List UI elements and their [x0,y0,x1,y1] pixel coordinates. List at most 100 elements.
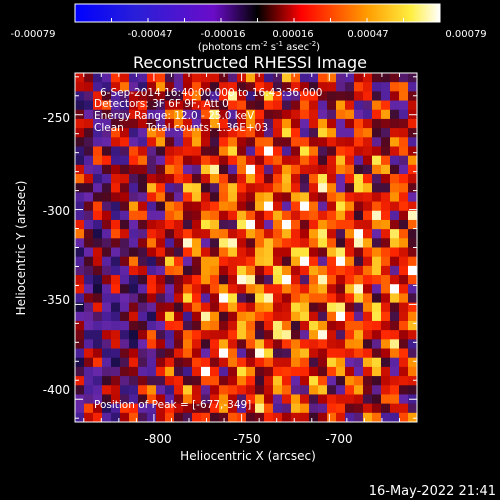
heatmap-cell [84,109,94,120]
heatmap-cell [147,155,157,166]
heatmap-cell [291,302,301,313]
info-peak-position: Position of Peak = [-677,-349] [94,399,251,411]
heatmap-cell [273,201,283,212]
heatmap-cell [174,247,184,258]
heatmap-cell [156,357,166,368]
heatmap-cell [291,183,301,193]
heatmap-cell [111,376,121,386]
heatmap-cell [111,174,121,184]
heatmap-cell [354,376,364,386]
heatmap-cell [102,394,112,405]
heatmap-cell [138,293,148,304]
heatmap-cell [237,146,247,157]
heatmap-cell [282,100,292,111]
heatmap-cell [75,385,85,395]
heatmap-cell [363,320,373,331]
heatmap-cell [219,320,229,331]
heatmap-cell [156,247,166,258]
heatmap-cell [309,118,319,129]
heatmap-cell [327,238,337,248]
heatmap-image [75,73,417,422]
heatmap-cell [156,192,166,203]
heatmap-cell [372,348,382,359]
heatmap-cell [390,357,400,368]
heatmap-cell [219,109,229,120]
heatmap-cell [273,91,283,102]
heatmap-cell [165,293,175,304]
heatmap-cell [381,155,391,166]
heatmap-cell [309,82,319,92]
heatmap-cell [273,385,283,395]
heatmap-cell [75,118,85,129]
heatmap-cell [327,73,337,83]
heatmap-cell [237,403,247,414]
heatmap-cell [246,275,256,285]
heatmap-cell [300,219,310,230]
heatmap-cell [84,366,94,377]
heatmap-cell [219,302,229,313]
heatmap-cell [156,183,166,193]
heatmap-cell [318,73,328,83]
heatmap-cell [273,284,283,294]
heatmap-cell [210,91,220,102]
heatmap-cell [300,403,310,414]
heatmap-cell [174,100,184,111]
heatmap-cell [309,330,319,340]
heatmap-cell [336,229,346,239]
heatmap-cell [102,403,112,414]
heatmap-cell [237,128,247,138]
heatmap-cell [237,100,247,111]
heatmap-cell [138,91,148,102]
heatmap-cell [174,91,184,102]
heatmap-cell [291,137,301,147]
heatmap-cell [174,385,184,395]
heatmap-cell [129,293,139,304]
heatmap-cell [390,82,400,92]
heatmap-cell [129,137,139,147]
heatmap-cell [183,155,193,166]
heatmap-cell [102,183,112,193]
heatmap-cell [345,146,355,157]
heatmap-cell [210,256,220,267]
heatmap-cell [354,164,364,175]
heatmap-cell [183,91,193,102]
heatmap-cell [309,275,319,285]
heatmap-cell [246,73,256,83]
heatmap-cell [318,256,328,267]
heatmap-cell [255,73,265,83]
heatmap-cell [147,385,157,395]
heatmap-cell [309,219,319,230]
heatmap-cell [336,82,346,92]
heatmap-cell [408,293,417,304]
heatmap-cell [93,311,103,322]
heatmap-cell [201,229,211,239]
heatmap-cell [327,348,337,359]
heatmap-cell [255,403,265,414]
heatmap-cell [408,82,417,92]
heatmap-cell [183,210,193,221]
heatmap-cell [318,100,328,111]
heatmap-cell [273,256,283,267]
heatmap-cell [327,91,337,102]
heatmap-cell [93,394,103,405]
heatmap-cell [201,320,211,331]
heatmap-cell [255,339,265,350]
heatmap-cell [300,247,310,258]
heatmap-cell [372,146,382,157]
heatmap-cell [219,265,229,276]
heatmap-cell [318,155,328,166]
heatmap-cell [273,311,283,322]
heatmap-cell [336,293,346,304]
heatmap-cell [363,247,373,258]
heatmap-cell [345,339,355,350]
heatmap-cell [345,82,355,92]
heatmap-cell [336,238,346,248]
heatmap-cell [363,164,373,175]
heatmap-cell [201,247,211,258]
heatmap-cell [399,91,409,102]
heatmap-cell [255,210,265,221]
heatmap-cell [318,284,328,294]
heatmap-cell [93,210,103,221]
heatmap-cell [111,109,121,120]
heatmap-cell [273,366,283,377]
